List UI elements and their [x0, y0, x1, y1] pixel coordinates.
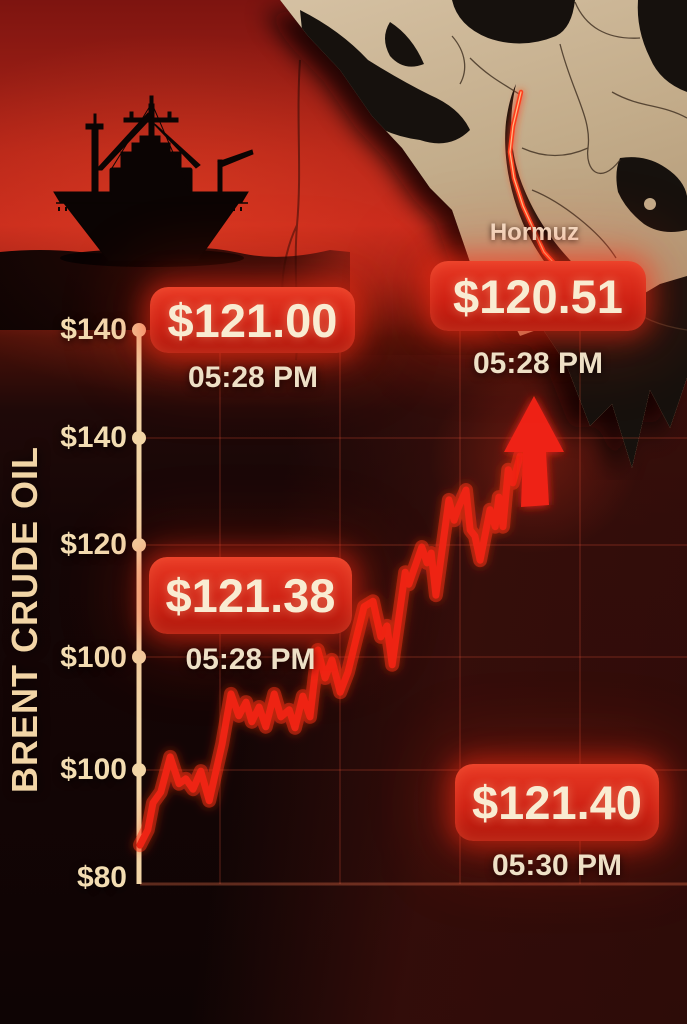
middle-east-map	[264, 0, 687, 480]
axis-tick-dots	[132, 323, 146, 777]
map-borders	[451, 1, 687, 331]
conflict-glow-line	[507, 89, 556, 265]
time-label-1: 05:28 PM	[187, 361, 319, 394]
up-arrow-icon	[504, 396, 564, 507]
map-island	[644, 198, 656, 210]
y-tick-120: $120	[60, 528, 127, 561]
y-tick-140a: $140	[60, 313, 127, 346]
price-line	[136, 452, 524, 849]
y-tick-80: $80	[76, 861, 127, 894]
y-axis-line	[132, 323, 146, 884]
ship-body	[53, 95, 254, 261]
price-badge-121-00: $121.00	[150, 287, 355, 353]
price-badge-121-38: $121.38	[149, 557, 352, 634]
price-badge-121-40: $121.40	[455, 764, 659, 841]
y-tick-100a: $100	[60, 641, 127, 674]
time-label-4: 05:30 PM	[491, 849, 623, 882]
time-label-2: 05:28 PM	[472, 347, 604, 380]
hormuz-label: Hormuz	[489, 219, 580, 246]
y-tick-140b: $140	[60, 421, 127, 454]
axis-title-brent-crude-oil: BRENT CRUDE OIL	[4, 446, 45, 794]
y-tick-100b: $100	[60, 753, 127, 786]
price-badge-120-51: $120.51	[430, 261, 646, 331]
time-label-3: 05:28 PM	[185, 643, 316, 676]
